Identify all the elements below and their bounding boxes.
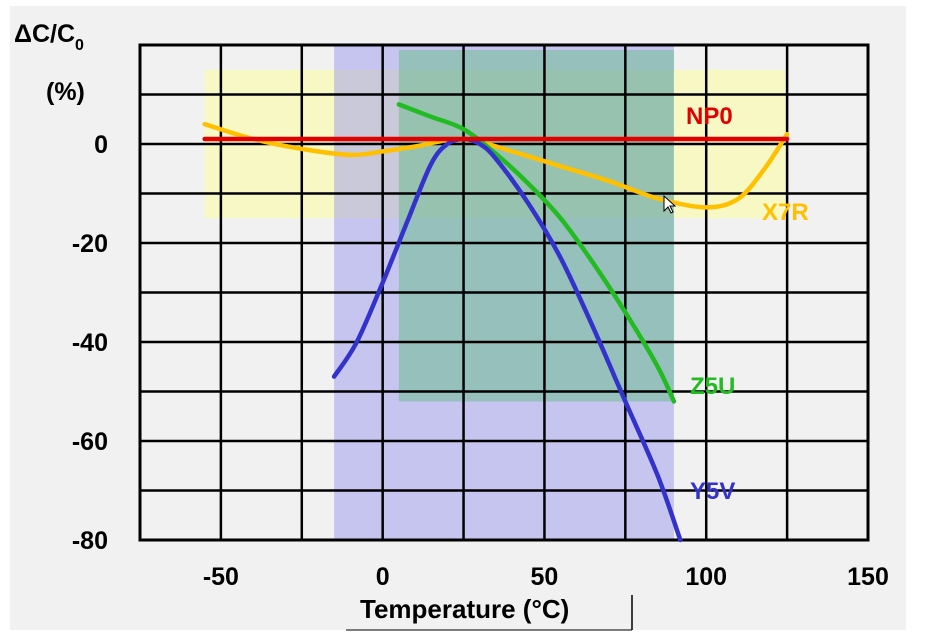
y-tick-label: -80 bbox=[72, 527, 108, 555]
mouse-pointer-icon bbox=[663, 194, 677, 214]
series-lines bbox=[202, 102, 790, 543]
y-axis-label: ΔC/C0 bbox=[14, 20, 84, 54]
x-tick-label: 100 bbox=[685, 563, 727, 591]
x-tick-label: -50 bbox=[203, 563, 239, 591]
y-tick-label: -60 bbox=[72, 428, 108, 456]
series-label-y5v: Y5V bbox=[690, 478, 735, 505]
y-tick-label: -20 bbox=[72, 230, 108, 258]
y-tick-label: 0 bbox=[94, 131, 108, 159]
series-line-y5v bbox=[331, 136, 683, 543]
x-tick-label: 50 bbox=[531, 563, 559, 591]
grid bbox=[138, 43, 870, 542]
series-line-z5u bbox=[396, 102, 677, 404]
series-label-np0: NP0 bbox=[686, 103, 733, 130]
x-tick-label: 0 bbox=[376, 563, 390, 591]
x-tick-label: 150 bbox=[847, 563, 889, 591]
series-line-x7r bbox=[202, 121, 790, 210]
plot-border bbox=[138, 43, 870, 542]
region-z5u bbox=[398, 49, 674, 402]
x-axis-label: Temperature (°C) bbox=[360, 594, 569, 624]
series-label-x7r: X7R bbox=[762, 199, 809, 226]
y-axis-unit: (%) bbox=[46, 78, 85, 106]
series-label-z5u: Z5U bbox=[690, 373, 735, 400]
series-labels: NP0 X7R Z5U Y5V bbox=[686, 103, 809, 505]
tick-labels: -50 0 50 100 150 0 -20 -40 -60 -80 bbox=[72, 131, 889, 591]
y-tick-label: -40 bbox=[72, 329, 108, 357]
